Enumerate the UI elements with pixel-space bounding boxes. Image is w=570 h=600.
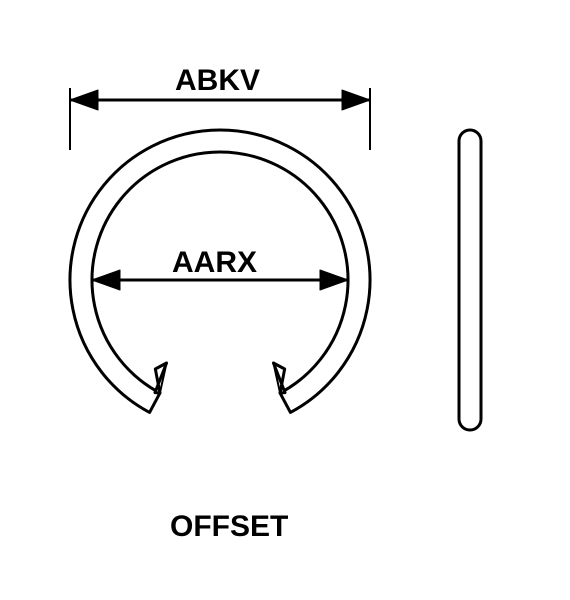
outer-dimension-label: ABKV (175, 64, 260, 98)
retaining-ring-side (459, 130, 481, 430)
inner-dimension-label: AARX (172, 246, 257, 280)
diagram-stage: ABKV AARX OFFSET (0, 0, 570, 600)
diagram-caption: OFFSET (170, 510, 288, 544)
